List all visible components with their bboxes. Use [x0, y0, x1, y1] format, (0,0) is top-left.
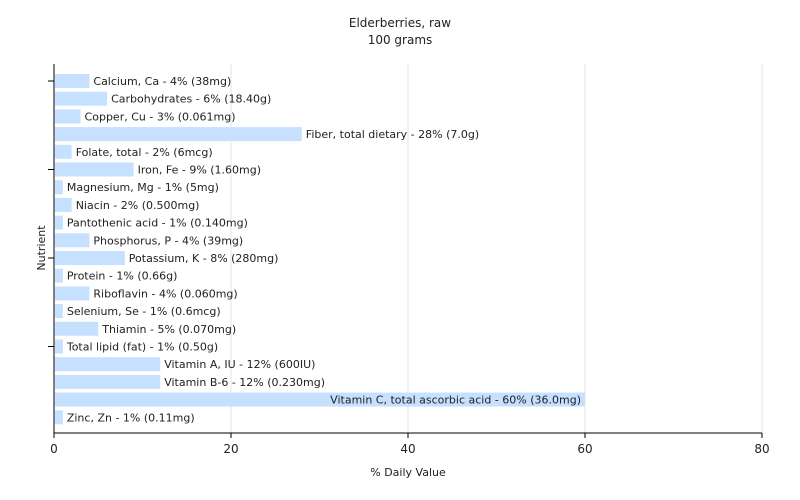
x-tick-label: 20 — [223, 442, 238, 456]
grid-lines — [230, 64, 763, 433]
bar-label: Potassium, K - 8% (280mg) — [129, 252, 279, 265]
bar-label: Riboflavin - 4% (0.060mg) — [93, 287, 237, 300]
bar — [55, 91, 108, 106]
bar-label: Vitamin B-6 - 12% (0.230mg) — [164, 376, 325, 389]
bar-label: Iron, Fe - 9% (1.60mg) — [138, 164, 261, 177]
bar-label: Calcium, Ca - 4% (38mg) — [93, 75, 231, 88]
y-axis-label: Nutrient — [35, 225, 48, 271]
bar — [55, 286, 90, 301]
bar — [55, 392, 585, 407]
bar — [55, 304, 63, 319]
bar-label: Folate, total - 2% (6mcg) — [76, 146, 213, 159]
bar — [55, 233, 90, 248]
bar-label: Fiber, total dietary - 28% (7.0g) — [306, 128, 479, 141]
bar-label: Selenium, Se - 1% (0.6mcg) — [67, 305, 221, 318]
axes — [48, 64, 763, 438]
chart-title: Elderberries, raw — [349, 16, 451, 30]
bar — [55, 197, 72, 212]
bar — [55, 162, 134, 177]
x-tick-label: 60 — [577, 442, 592, 456]
bar-series: Calcium, Ca - 4% (38mg) Carbohydrates - 6… — [55, 74, 585, 425]
bar — [55, 357, 161, 372]
bar — [55, 215, 63, 230]
bar-label: Protein - 1% (0.66g) — [67, 270, 178, 283]
bar-label: Magnesium, Mg - 1% (5mg) — [67, 181, 219, 194]
bar-label: Vitamin A, IU - 12% (600IU) — [164, 358, 315, 371]
bar-label: Pantothenic acid - 1% (0.140mg) — [67, 217, 248, 230]
bar-label: Carbohydrates - 6% (18.40g) — [111, 93, 271, 106]
bar — [55, 321, 99, 336]
bar — [55, 144, 72, 159]
bar — [55, 410, 63, 425]
bar-label: Niacin - 2% (0.500mg) — [76, 199, 200, 212]
bar — [55, 109, 81, 124]
bar — [55, 74, 90, 88]
bar — [55, 374, 161, 389]
bar — [55, 339, 63, 354]
bar-label: Copper, Cu - 3% (0.061mg) — [85, 110, 236, 123]
bar-label: Thiamin - 5% (0.070mg) — [101, 323, 236, 336]
chart-subtitle: 100 grams — [368, 33, 433, 47]
bar — [55, 127, 302, 142]
bar — [55, 251, 125, 265]
bar-label: Phosphorus, P - 4% (39mg) — [93, 234, 243, 247]
x-tick-labels: 0 20 40 60 80 — [50, 442, 769, 456]
bar-label: Total lipid (fat) - 1% (0.50g) — [66, 341, 218, 354]
x-tick-label: 0 — [50, 442, 58, 456]
x-tick-label: 40 — [400, 442, 415, 456]
x-tick-label: 80 — [754, 442, 769, 456]
bar — [55, 268, 63, 283]
bar-label: Zinc, Zn - 1% (0.11mg) — [67, 411, 195, 424]
bar-label: Vitamin C, total ascorbic acid - 60% (36… — [330, 394, 581, 407]
bar — [55, 180, 63, 195]
x-axis-label: % Daily Value — [370, 466, 446, 479]
